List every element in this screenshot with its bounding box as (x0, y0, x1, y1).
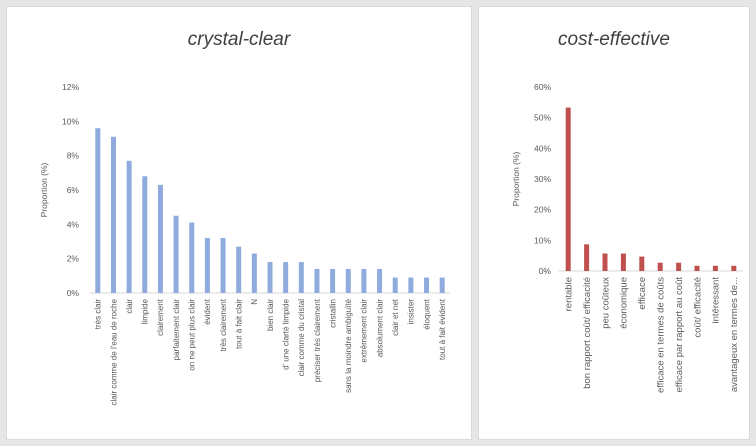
bar (639, 256, 645, 271)
category-label: préciser très clairement (313, 298, 322, 382)
bar (361, 268, 367, 293)
bar (157, 184, 163, 293)
bar (251, 253, 257, 293)
bar (126, 160, 132, 293)
category-label: absolument clair (375, 299, 384, 358)
category-label: peu coûteux (600, 277, 611, 329)
y-axis-label: Proportion (%) (39, 162, 49, 217)
bar (110, 136, 116, 293)
chart-title: cost-effective (558, 29, 670, 50)
category-label: tout à fait évident (438, 298, 447, 360)
bar (236, 246, 242, 293)
bar (602, 253, 608, 271)
y-tick-label: 60% (534, 82, 551, 92)
bar-chart-crystal-clear: 0% 2% 4% 6% 8% 10% 12% Proportion (%) très clair… (39, 82, 450, 405)
bar (565, 107, 571, 272)
bar (424, 277, 430, 293)
category-label: tout à fait clair (234, 299, 243, 349)
chart-panel-crystal-clear: crystal-clear 0% 2% 4% 6% 8% 10% 12% Proportion… (6, 6, 472, 440)
category-label: efficace (637, 277, 648, 310)
category-label: cristallin (328, 299, 337, 328)
category-label: coût/ efficacité (692, 277, 703, 338)
category-label: clair comme de l'eau de roche (109, 298, 118, 405)
bar (298, 262, 304, 293)
category-label: clair comme du cristal (297, 299, 306, 377)
y-tick-label: 10% (534, 235, 551, 245)
bar (694, 265, 700, 271)
y-tick-label: 0% (67, 288, 80, 298)
bar (173, 215, 179, 293)
category-label: on ne peut plus clair (188, 299, 197, 371)
category-label: clair (125, 299, 134, 314)
bar (657, 262, 663, 271)
category-label: clairement (156, 298, 165, 336)
category-label: bon rapport coût/ efficacité (582, 277, 593, 389)
category-label: limpide (141, 298, 150, 324)
category-label: clair et net (391, 298, 400, 336)
y-tick-label: 4% (67, 219, 80, 229)
chart-title: crystal-clear (187, 29, 291, 50)
bar (314, 268, 320, 293)
y-tick-label: 2% (67, 254, 80, 264)
y-tick-label: 10% (62, 116, 79, 126)
bar (267, 262, 273, 293)
y-tick-label: 0% (539, 266, 552, 276)
y-tick-label: 40% (534, 143, 551, 153)
category-label: évident (203, 298, 212, 325)
bar (189, 222, 195, 293)
category-label: insister (407, 299, 416, 325)
y-tick-label: 8% (67, 151, 80, 161)
bar (676, 262, 682, 271)
chart-panel-cost-effective: cost-effective 0% 10% 20% 30% 40% 50% 60% Propo… (478, 6, 750, 440)
category-label: très clairement (219, 298, 228, 351)
category-label: N (250, 299, 259, 305)
bar (142, 176, 148, 293)
category-label: avantageux en termes de... (729, 277, 740, 392)
bar (620, 253, 626, 271)
bar (712, 265, 718, 271)
category-label: rentable (564, 277, 575, 311)
bar (330, 268, 336, 293)
y-tick-label: 12% (62, 82, 79, 92)
bar (220, 238, 226, 293)
category-label: parfaitement clair (172, 299, 181, 361)
bar-chart-cost-effective: 0% 10% 20% 30% 40% 50% 60% Proportion (%) rentab… (511, 82, 743, 393)
category-label: extrêmement clair (360, 299, 369, 363)
bar (283, 262, 289, 293)
category-label: sans la moindre ambiguïté (344, 298, 353, 392)
bar (95, 128, 101, 293)
bar (584, 244, 590, 271)
category-label: efficace par rapport au coût (674, 277, 685, 393)
category-label: très clair (94, 299, 103, 330)
bar (731, 265, 737, 271)
category-label: éloquent (422, 298, 431, 329)
y-tick-label: 30% (534, 174, 551, 184)
bar (377, 268, 383, 293)
bar (439, 277, 445, 293)
bar (204, 238, 210, 293)
category-label: intéressant (711, 277, 722, 324)
y-tick-label: 20% (534, 205, 551, 215)
bar (392, 277, 398, 293)
category-label: bien clair (266, 299, 275, 331)
bar (408, 277, 414, 293)
category-label: d' une clarté limpide (281, 298, 290, 369)
y-axis-label: Proportion (%) (511, 151, 521, 206)
category-label: économique (619, 277, 630, 329)
bar (345, 268, 351, 293)
category-label: efficace en termes de coûts (656, 277, 667, 393)
y-tick-label: 6% (67, 185, 80, 195)
y-tick-label: 50% (534, 113, 551, 123)
